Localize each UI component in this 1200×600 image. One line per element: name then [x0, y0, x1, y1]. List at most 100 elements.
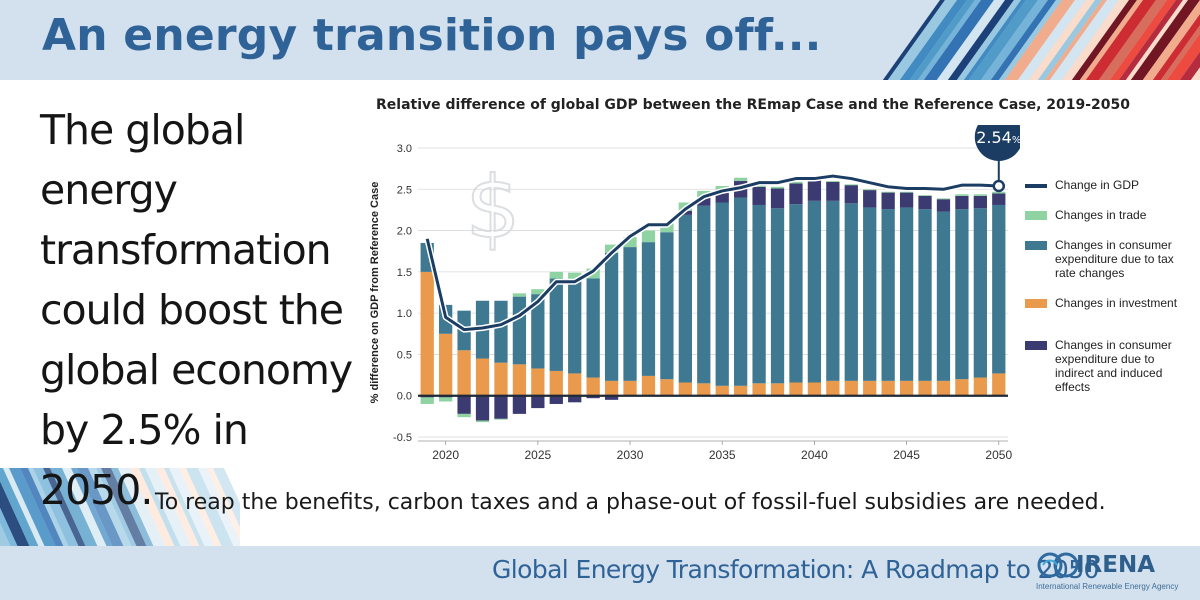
y-tick-label: 3.0 — [397, 143, 412, 155]
stripe — [956, 0, 1021, 80]
stripe — [1125, 0, 1188, 80]
bar-segment-trade-2038 — [770, 186, 785, 189]
bar-segment-trade-2025 — [531, 289, 545, 295]
stripe — [947, 0, 1014, 80]
bar-segment-indirect-2027 — [568, 395, 582, 403]
bar-segment-trade-2042 — [844, 184, 858, 186]
bar-segment-investment-2038 — [770, 383, 785, 396]
legend-swatch-gdp — [1025, 184, 1047, 188]
dollar-watermark-icon: $ — [465, 157, 522, 259]
bar-segment-trade-2046 — [918, 195, 932, 196]
bar-segment-indirect-2025 — [531, 395, 545, 409]
bar-segment-trade-2021 — [457, 413, 471, 418]
report-title: Global Energy Transformation: A Roadmap … — [492, 555, 1099, 584]
bar-segment-tax-2023 — [494, 300, 508, 363]
x-tick-label: 2025 — [524, 448, 551, 462]
stripe — [980, 0, 1048, 80]
bar-segment-tax-2036 — [734, 197, 748, 386]
bar-segment-investment-2033 — [678, 382, 692, 396]
legend-label: Changes in consumer expenditure due to t… — [1055, 238, 1174, 280]
bar-segment-indirect-2028 — [586, 395, 600, 399]
y-tick-label: 1.5 — [397, 267, 412, 279]
stripe — [909, 0, 975, 80]
legend-item-tax: Changes in consumer expenditure due to t… — [1025, 238, 1185, 280]
legend-item-gdp: Change in GDP — [1025, 178, 1185, 192]
bar-segment-tax-2035 — [715, 202, 729, 386]
bar-segment-indirect-2044 — [881, 192, 895, 210]
bar-segment-investment-2024 — [512, 364, 527, 396]
page-title: An energy transition pays off... — [42, 10, 822, 61]
stripe — [998, 0, 1062, 80]
bar-segment-investment-2026 — [549, 370, 563, 396]
bar-segment-tax-2029 — [604, 252, 619, 381]
x-tick-label: 2035 — [709, 448, 736, 462]
lead-statement: The global energy transformation could b… — [40, 106, 353, 514]
bar-segment-tax-2049 — [973, 208, 987, 378]
bar-segment-tax-2044 — [881, 209, 895, 381]
stripe — [1061, 0, 1129, 80]
bar-segment-tax-2026 — [549, 278, 563, 371]
bar-segment-investment-2034 — [697, 383, 711, 396]
bar-segment-trade-2026 — [549, 271, 563, 279]
stripe — [1098, 0, 1167, 80]
bar-segment-investment-2029 — [604, 380, 619, 396]
bar-segment-investment-2027 — [568, 373, 582, 396]
stripe — [1109, 0, 1176, 80]
stripe — [1071, 0, 1137, 80]
bar-segment-investment-2032 — [660, 379, 674, 396]
bar-segment-investment-2041 — [826, 380, 840, 396]
x-tick-label: 2050 — [985, 448, 1012, 462]
bar-segment-tax-2028 — [586, 278, 600, 378]
bar-segment-trade-2031 — [641, 230, 656, 243]
stripe — [1017, 0, 1086, 80]
bar-segment-indirect-2021 — [457, 395, 471, 414]
bar-segment-tax-2047 — [936, 211, 951, 381]
stripe — [1037, 0, 1102, 80]
gdp-line — [425, 174, 999, 332]
bar-segment-tax-2039 — [789, 204, 803, 383]
bar-segment-investment-2039 — [789, 382, 803, 396]
y-tick-label: 2.5 — [397, 184, 412, 196]
stripe — [968, 0, 1038, 80]
bar-segment-trade-2036 — [734, 177, 748, 182]
irena-logo-subtitle: International Renewable Energy Agency — [1036, 582, 1179, 591]
stripe — [990, 0, 1056, 80]
annotation-bubble — [974, 125, 1020, 161]
bar-segment-investment-2021 — [457, 350, 471, 396]
bar-segment-indirect-2023 — [494, 395, 508, 419]
legend-item-trade: Changes in trade — [1025, 208, 1185, 222]
stripe — [936, 0, 1005, 80]
gdp-2050-marker — [992, 179, 1006, 193]
bar-segment-investment-2019 — [420, 271, 434, 396]
bar-segment-investment-2020 — [439, 333, 453, 396]
bar-segment-trade-2045 — [899, 191, 914, 193]
bar-segment-indirect-2041 — [826, 181, 840, 201]
stripe — [887, 0, 957, 80]
bar-segment-investment-2031 — [641, 375, 656, 396]
bar-segment-investment-2035 — [715, 385, 729, 396]
y-tick-label: 0.0 — [397, 391, 412, 403]
bar-segment-tax-2034 — [697, 205, 711, 384]
legend-swatch-investment — [1025, 299, 1047, 308]
irena-logo-text: IRENA — [1076, 552, 1156, 578]
bar-segment-tax-2032 — [660, 232, 674, 380]
bar-segment-investment-2044 — [881, 380, 895, 396]
bar-segment-tax-2025 — [531, 294, 545, 369]
bar-segment-tax-2031 — [641, 242, 656, 376]
bar-segment-trade-2039 — [789, 181, 803, 184]
bar-segment-indirect-2022 — [475, 395, 490, 421]
bar-segment-investment-2040 — [807, 382, 822, 396]
bar-segment-investment-2030 — [623, 380, 637, 396]
bar-segment-trade-2020 — [439, 397, 453, 402]
stripe — [1130, 0, 1200, 80]
legend-label: Changes in trade — [1055, 208, 1147, 222]
footer-band — [0, 546, 1200, 600]
bar-segment-indirect-2038 — [770, 188, 785, 209]
y-tick-label: 2.0 — [397, 226, 412, 238]
bar-segment-tax-2045 — [899, 207, 914, 381]
bar-segment-trade-2019 — [420, 397, 434, 404]
stripe — [923, 0, 994, 80]
bar-segment-tax-2048 — [955, 209, 969, 380]
stripe — [963, 0, 1026, 80]
bar-segment-tax-2033 — [678, 214, 692, 383]
